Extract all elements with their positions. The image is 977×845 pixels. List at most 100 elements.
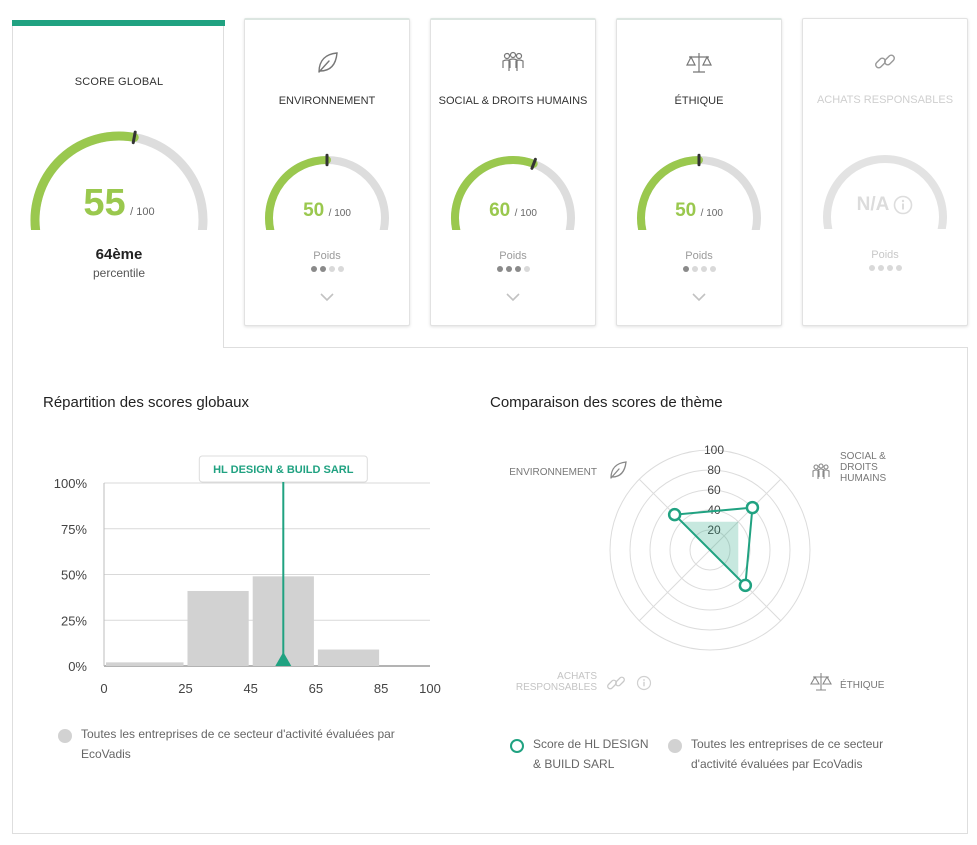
y-tick-label: 100%: [54, 476, 88, 491]
score-number: 50: [675, 200, 697, 221]
gauge-fill: [637, 156, 703, 230]
axis-label-social-2: DROITS: [840, 462, 878, 473]
theme-name: SOCIAL & DROITS HUMAINS: [438, 95, 588, 107]
legend-swatch: [58, 729, 72, 743]
axis-label-purchasing-2: RESPONSABLES: [516, 682, 597, 693]
weight-dot: [691, 266, 698, 272]
weight-dot: [682, 266, 689, 272]
global-score-value: 55 / 100: [13, 182, 225, 225]
weight-dot: [895, 265, 902, 271]
radar-tick-labels: 100 80 60 40 20: [704, 443, 724, 537]
legend-label-line: d'activité évaluées par EcoVadis: [691, 757, 863, 771]
x-tick-label: 65: [309, 681, 323, 696]
theme-name: ENVIRONNEMENT: [278, 95, 376, 107]
y-axis-ticks: 100% 75% 50% 25% 0%: [54, 476, 88, 674]
score-denominator: / 100: [700, 208, 723, 219]
radar-point: [738, 578, 753, 593]
axis-label-environment: ENVIRONNEMENT: [509, 467, 597, 478]
panel-tab-join: [13, 340, 223, 352]
balance-scale-icon: [810, 673, 832, 691]
x-tick-label: 25: [178, 681, 192, 696]
weight-dot: [700, 266, 707, 272]
weight-label: Poids: [499, 250, 527, 262]
radar-title: Comparaison des scores de thème: [490, 394, 723, 411]
info-icon[interactable]: [893, 195, 913, 215]
y-tick-label: 0%: [68, 659, 87, 674]
distribution-legend: Toutes les entreprises de ce secteur d'a…: [58, 724, 428, 764]
legend-label: Toutes les entreprises de ce secteur d'a…: [81, 727, 395, 761]
radar-legend-sector: Toutes les entreprises de ce secteur d'a…: [668, 734, 908, 774]
weight-dot: [310, 266, 317, 272]
score-denominator: / 100: [130, 206, 155, 218]
theme-score: 50 / 100: [617, 200, 781, 222]
score-denominator: / 100: [328, 208, 351, 219]
theme-card-social[interactable]: SOCIAL & DROITS HUMAINS 60 / 100 Poids: [430, 18, 596, 326]
x-tick-label: 45: [243, 681, 257, 696]
weight-dot: [514, 266, 521, 272]
theme-score: 60 / 100: [431, 200, 595, 222]
chevron-down-icon[interactable]: [245, 292, 409, 302]
theme-card-ethics[interactable]: ÉTHIQUE 50 / 100 Poids: [616, 18, 782, 326]
percentile-label: percentile: [92, 266, 146, 280]
radar-point: [667, 507, 682, 522]
legend-label: Toutes les entreprises de ce secteur d'a…: [691, 734, 883, 774]
radar-tick-label: 40: [707, 503, 721, 517]
company-marker[interactable]: HL DESIGN & BUILD SARL: [198, 455, 368, 666]
y-tick-label: 25%: [61, 613, 87, 628]
company-polygon: [672, 506, 754, 588]
leaf-icon: [245, 50, 409, 76]
histogram-bar: [106, 662, 184, 666]
score-number: 55: [83, 182, 126, 224]
global-score-card[interactable]: SCORE GLOBAL 55 / 100 64ème percentile: [12, 20, 225, 350]
chevron-down-icon[interactable]: [617, 292, 781, 302]
score-number: 60: [489, 200, 511, 221]
axis-label-ethics: ÉTHIQUE: [840, 678, 885, 691]
theme-card-environment[interactable]: ENVIRONNEMENT 50 / 100 Poids: [244, 18, 410, 326]
gauge-needle: [530, 157, 537, 170]
legend-label-line: Toutes les entreprises de ce secteur: [691, 737, 884, 751]
weight-dot: [868, 265, 875, 271]
theme-score: N/A: [803, 194, 967, 216]
distribution-chart: 0 25 45 65 85 100 100% 75% 50% 25% 0% HL DESIGN &…: [54, 455, 441, 696]
marker-label: HL DESIGN & BUILD SARL: [213, 464, 354, 476]
radar-ring: [609, 449, 811, 651]
weight-indicator: [617, 266, 781, 272]
gauge-fill: [265, 156, 331, 230]
theme-name: ACHATS RESPONSABLES: [816, 94, 954, 106]
gauge-track: [823, 155, 947, 229]
score-number: 50: [303, 200, 325, 221]
theme-gauge: [451, 156, 575, 230]
axis-label-social-1: SOCIAL &: [840, 451, 886, 462]
score-na: N/A: [856, 194, 890, 215]
weight-label: Poids: [871, 249, 899, 261]
people-icon: [812, 463, 830, 479]
chain-link-icon: [607, 676, 625, 690]
weight-indicator: [431, 266, 595, 272]
chart-bars: [106, 576, 380, 666]
gauge-needle: [131, 130, 137, 145]
chevron-down-icon[interactable]: [431, 292, 595, 302]
radar-tick-label: 80: [707, 463, 721, 477]
histogram-bar: [187, 590, 249, 666]
x-tick-label: 0: [100, 681, 107, 696]
weight-dot: [319, 266, 326, 272]
radar-ring: [689, 529, 731, 571]
weight-dot: [337, 266, 344, 272]
theme-gauge: [823, 155, 947, 229]
global-score-gauge: [30, 130, 208, 230]
axis-label-social-3: HUMAINS: [840, 473, 886, 484]
weight-indicator: [245, 266, 409, 272]
weight-label: Poids: [313, 250, 341, 262]
weight-indicator: [803, 265, 967, 271]
x-tick-label: 85: [374, 681, 388, 696]
score-denominator: / 100: [514, 208, 537, 219]
distribution-title: Répartition des scores globaux: [43, 394, 249, 411]
global-score-title: SCORE GLOBAL: [74, 76, 164, 88]
legend-label: Score de HL DESIGN & BUILD SARL: [533, 734, 649, 774]
radar-tick-label: 100: [704, 443, 724, 457]
weight-dot: [886, 265, 893, 271]
info-icon[interactable]: [636, 675, 652, 691]
leaf-icon: [610, 461, 627, 479]
gauge-fill: [451, 156, 538, 230]
radar-ring: [669, 509, 751, 591]
